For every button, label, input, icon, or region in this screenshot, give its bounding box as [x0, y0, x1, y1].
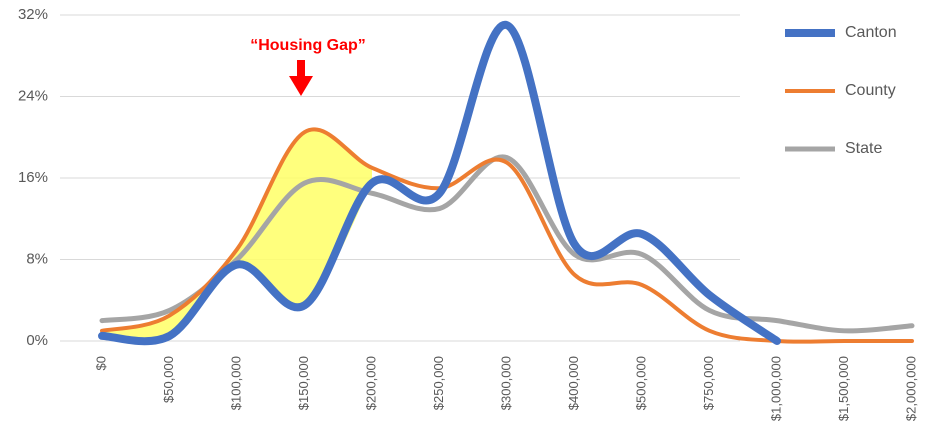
x-tick-label: $1,500,000: [836, 356, 851, 421]
line: [98, 21, 781, 346]
y-tick-label: 8%: [26, 250, 48, 267]
line: [99, 154, 915, 334]
x-tick-label: $250,000: [431, 356, 446, 410]
x-tick-label: $200,000: [363, 356, 378, 410]
y-tick-label: 16%: [18, 169, 48, 186]
x-tick-label: $100,000: [228, 356, 243, 410]
y-tick-label: 0%: [26, 332, 48, 349]
legend-label: Canton: [845, 24, 897, 41]
x-tick-label: $50,000: [161, 356, 176, 403]
x-tick-label: $400,000: [566, 356, 581, 410]
y-tick-label: 32%: [18, 6, 48, 23]
annotation-arrow: [289, 60, 313, 96]
plot: [60, 14, 915, 346]
annotation: “Housing Gap”: [250, 37, 366, 54]
x-tick-label: $300,000: [498, 356, 513, 410]
housing-gap-fill: [102, 129, 372, 342]
legend-label: County: [845, 82, 896, 99]
x-tick-label: $750,000: [701, 356, 716, 410]
x-tick-label: $0: [93, 356, 108, 370]
y-tick-label: 24%: [18, 87, 48, 104]
x-tick-label: $1,000,000: [768, 356, 783, 421]
x-tick-label: $150,000: [296, 356, 311, 410]
x-tick-label: $2,000,000: [903, 356, 918, 421]
legend-label: State: [845, 140, 882, 157]
line: [100, 127, 914, 344]
x-tick-label: $500,000: [633, 356, 648, 410]
